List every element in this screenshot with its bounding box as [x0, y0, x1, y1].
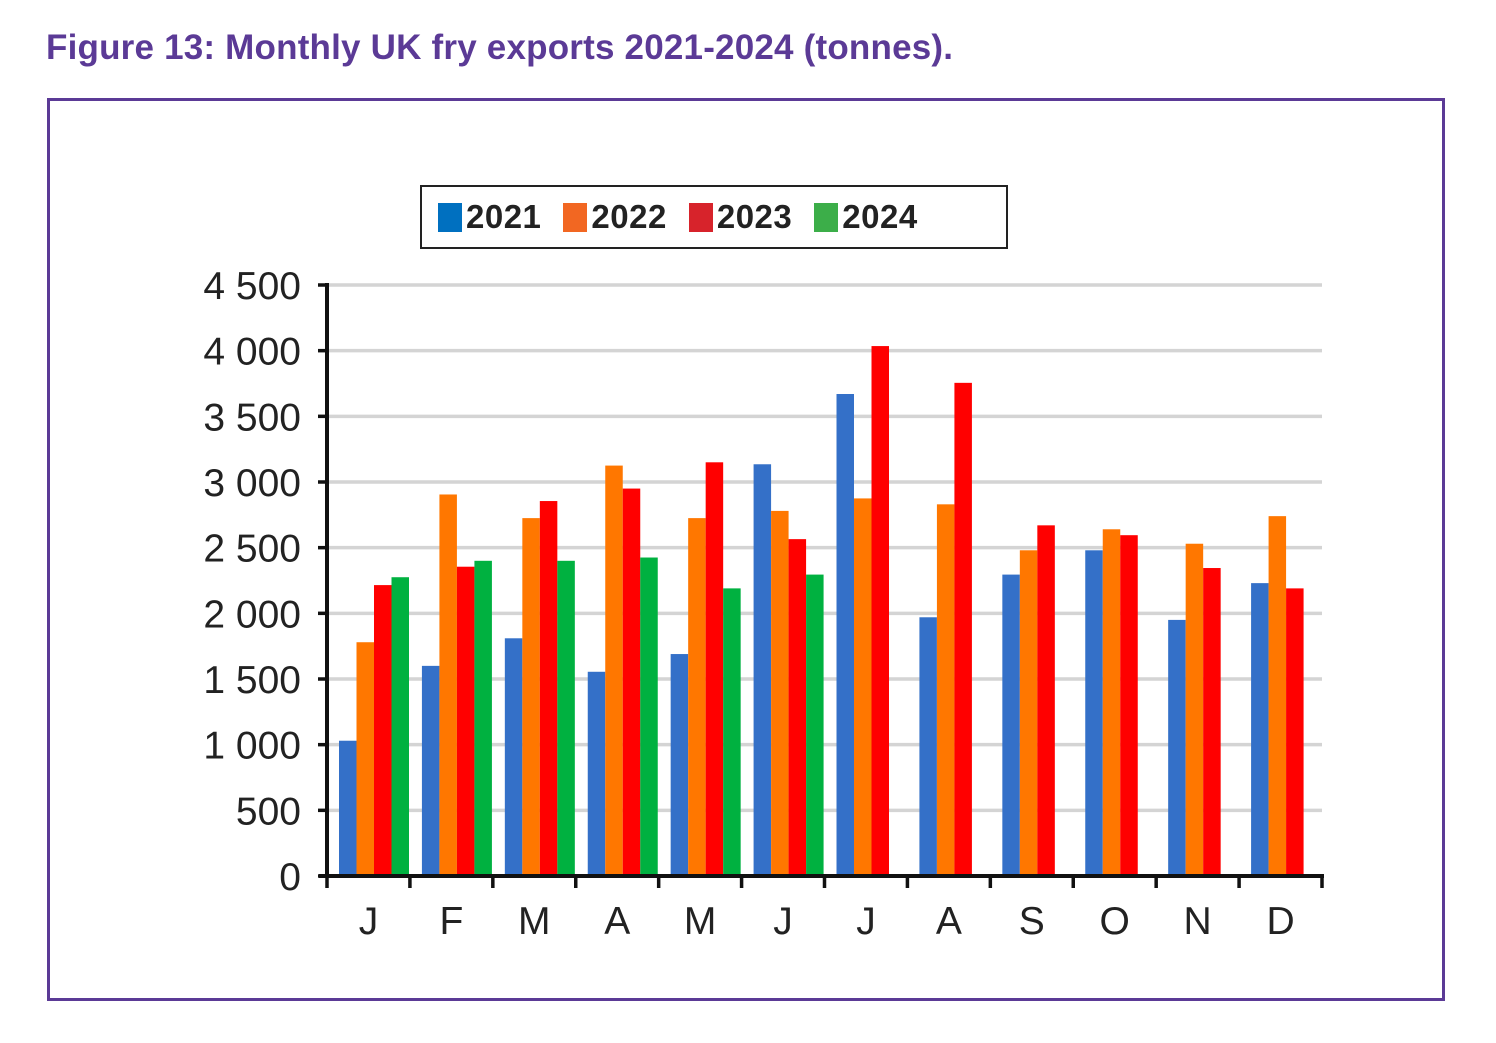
y-tick-label: 4 000 — [203, 331, 301, 374]
bar — [622, 488, 641, 876]
legend-item-2024: 2024 — [814, 198, 917, 236]
x-tick-label: D — [1266, 900, 1294, 943]
bar — [1019, 550, 1038, 876]
legend-item-2021: 2021 — [438, 198, 541, 236]
bar — [605, 465, 623, 876]
bar — [421, 665, 440, 876]
bar — [919, 617, 937, 876]
bar — [374, 585, 392, 876]
bar — [391, 577, 409, 876]
bar — [705, 462, 724, 876]
bar — [1185, 543, 1204, 876]
y-tick-label: 3 500 — [203, 396, 301, 439]
x-tick-label: O — [1100, 900, 1130, 943]
axes — [318, 283, 1324, 888]
bar — [539, 501, 558, 876]
bar — [1102, 529, 1121, 876]
x-tick-label: M — [684, 900, 717, 943]
bar — [771, 510, 789, 876]
y-tick-label: 2 500 — [203, 528, 301, 571]
legend-swatch — [814, 202, 839, 232]
x-tick-label: F — [439, 900, 463, 943]
legend-label: 2021 — [466, 198, 542, 235]
legend-label: 2023 — [716, 198, 793, 235]
bar — [339, 740, 357, 876]
bar — [723, 588, 741, 876]
x-tick-label: A — [936, 900, 962, 943]
legend-swatch — [688, 202, 713, 232]
bar — [936, 504, 955, 876]
bar — [1120, 535, 1138, 876]
legend-swatch — [563, 202, 588, 232]
y-tick-label: 1 500 — [203, 659, 301, 702]
bar — [557, 560, 575, 876]
legend: 2021 2022 2023 2024 — [420, 185, 1008, 249]
bar — [456, 566, 475, 876]
y-tick-label: 2 000 — [203, 593, 301, 636]
bar — [871, 346, 889, 876]
x-tick-label: S — [1019, 900, 1045, 943]
legend-label: 2022 — [591, 198, 667, 235]
bar — [806, 574, 824, 876]
bar — [522, 518, 540, 876]
figure-title: Figure 13: Monthly UK fry exports 2021-2… — [46, 28, 954, 67]
bar — [854, 498, 872, 876]
bar — [670, 654, 689, 876]
x-tick-label: N — [1184, 900, 1212, 943]
bar — [1251, 583, 1269, 876]
legend-item-2022: 2022 — [563, 198, 666, 236]
legend-label: 2024 — [842, 198, 918, 235]
bar — [474, 560, 492, 876]
bar — [587, 671, 606, 876]
bar — [1286, 588, 1304, 876]
y-tick-label: 500 — [236, 790, 301, 833]
x-tick-label: J — [773, 900, 793, 943]
gridlines — [327, 283, 1322, 813]
bar — [356, 642, 374, 876]
y-tick-label: 1 000 — [203, 725, 301, 768]
bar — [1037, 525, 1055, 876]
y-axis-tick-labels: 0 500 1 000 1 500 2 000 2 500 3 000 3 500 4 000 4… — [203, 265, 301, 899]
bar — [753, 464, 772, 876]
legend-item-2023: 2023 — [688, 198, 793, 236]
x-tick-label: J — [856, 900, 876, 943]
y-tick-label: 3 000 — [203, 462, 301, 505]
bar — [1002, 574, 1020, 876]
bar — [504, 638, 523, 876]
x-tick-label: A — [604, 900, 630, 943]
figure-frame — [47, 98, 1445, 1001]
y-tick-label: 4 500 — [203, 265, 301, 308]
bar — [640, 557, 658, 876]
y-tick-label: 0 — [279, 856, 301, 899]
bar — [1085, 550, 1103, 876]
bar — [954, 382, 972, 876]
bar — [439, 494, 457, 876]
bar — [1268, 516, 1287, 876]
legend-swatch — [438, 202, 462, 232]
bar — [1168, 619, 1186, 876]
bars — [339, 346, 1304, 876]
bar — [836, 394, 854, 876]
x-tick-label: M — [518, 900, 551, 943]
bar — [788, 539, 807, 876]
bar — [1203, 568, 1221, 876]
x-tick-label: J — [359, 900, 379, 943]
bar — [688, 518, 706, 876]
